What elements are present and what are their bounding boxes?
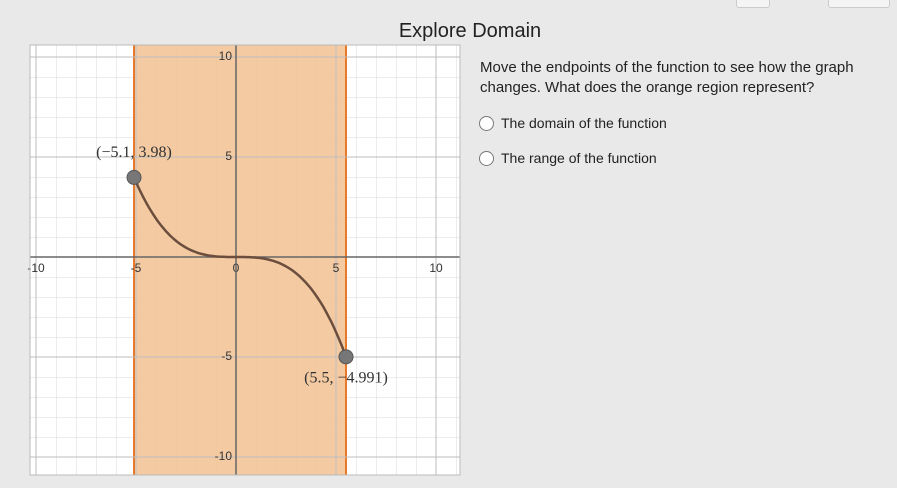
toolbar-box [736,0,770,8]
title: Explore Domain [398,20,542,42]
y-tick-label: -10 [215,449,233,463]
x-tick-label: 5 [333,261,340,275]
function-curve [132,176,348,358]
x-tick-label: -5 [131,261,142,275]
y-tick-label: 5 [225,149,232,163]
endpoint[interactable] [338,349,354,365]
radio-button[interactable] [479,150,494,166]
domain-region [134,45,346,475]
endpoint[interactable] [126,169,142,185]
x-tick-label: -10 [27,261,45,275]
toolbar-box [828,0,890,8]
radio-button[interactable] [479,115,494,131]
answer-option[interactable]: The range of the function [479,150,657,166]
question-text: Move the endpoints of the function to se… [480,59,854,96]
endpoint-label: (5.5, −4.991) [304,369,388,386]
x-tick-label: 10 [429,261,443,275]
y-tick-label: 10 [219,49,233,63]
option-label[interactable]: The domain of the function [501,115,667,131]
y-tick-label: -5 [221,349,232,363]
answer-option[interactable]: The domain of the function [479,115,667,131]
option-label[interactable]: The range of the function [501,150,657,166]
endpoint-label: (−5.1, 3.98) [96,144,172,161]
plot-border [29,44,461,476]
